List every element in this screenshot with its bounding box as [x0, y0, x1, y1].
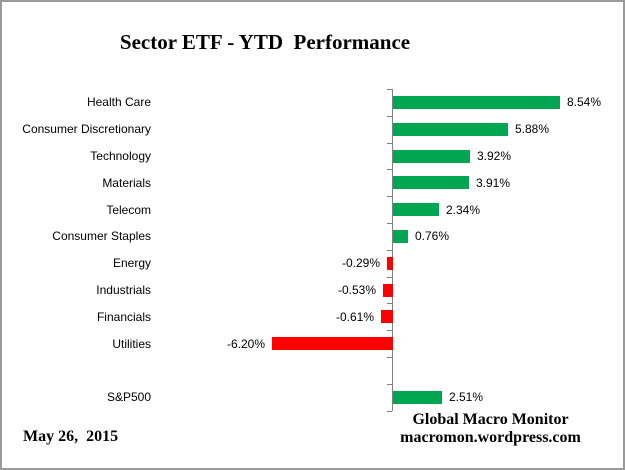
value-label: 3.92%: [477, 149, 512, 163]
bar: [393, 150, 470, 163]
value-label: 2.34%: [446, 203, 481, 217]
category-label: Financials: [96, 310, 151, 324]
category-label: Utilities: [112, 337, 151, 351]
axis-tick: [387, 196, 392, 197]
bar: [381, 310, 393, 323]
bar: [272, 337, 393, 350]
vertical-axis-line: [392, 89, 393, 411]
attribution-line-2: macromon.wordpress.com: [400, 429, 581, 446]
axis-tick: [387, 411, 392, 412]
value-label: -6.20%: [226, 337, 265, 351]
axis-tick: [387, 384, 392, 385]
category-label: S&P500: [106, 390, 151, 404]
axis-tick: [387, 169, 392, 170]
axis-tick: [387, 223, 392, 224]
bar: [393, 123, 508, 136]
category-label: Materials: [102, 176, 151, 190]
chart-title: Sector ETF - YTD Performance: [119, 30, 411, 54]
value-label: 3.91%: [476, 176, 511, 190]
category-label: Consumer Discretionary: [22, 122, 151, 136]
bar: [393, 203, 439, 216]
bar: [393, 230, 408, 243]
axis-tick: [387, 89, 392, 90]
category-label: Energy: [112, 256, 151, 270]
axis-tick: [387, 277, 392, 278]
axis-tick: [387, 116, 392, 117]
value-label: 8.54%: [567, 95, 602, 109]
axis-tick: [387, 143, 392, 144]
axis-tick: [387, 330, 392, 331]
value-label: 0.76%: [415, 229, 450, 243]
category-label: Technology: [90, 149, 151, 163]
value-label: 2.51%: [449, 390, 484, 404]
axis-tick: [387, 303, 392, 304]
axis-tick: [387, 250, 392, 251]
attribution-line-1: Global Macro Monitor: [412, 411, 569, 428]
attribution: Global Macro Monitor macromon.wordpress.…: [353, 411, 623, 447]
value-label: -0.29%: [341, 256, 380, 270]
bar: [393, 391, 442, 404]
category-label: Telecom: [106, 203, 151, 217]
date-label: May 26, 2015: [23, 428, 119, 445]
bar: [383, 284, 393, 297]
axis-tick: [387, 357, 392, 358]
category-label: Health Care: [86, 95, 151, 109]
category-label: Consumer Staples: [52, 229, 151, 243]
bar: [387, 257, 393, 270]
value-label: -0.61%: [335, 310, 374, 324]
bar: [393, 96, 560, 109]
bar: [393, 176, 469, 189]
category-label: Industrials: [96, 283, 151, 297]
value-label: -0.53%: [337, 283, 376, 297]
value-label: 5.88%: [515, 122, 550, 136]
